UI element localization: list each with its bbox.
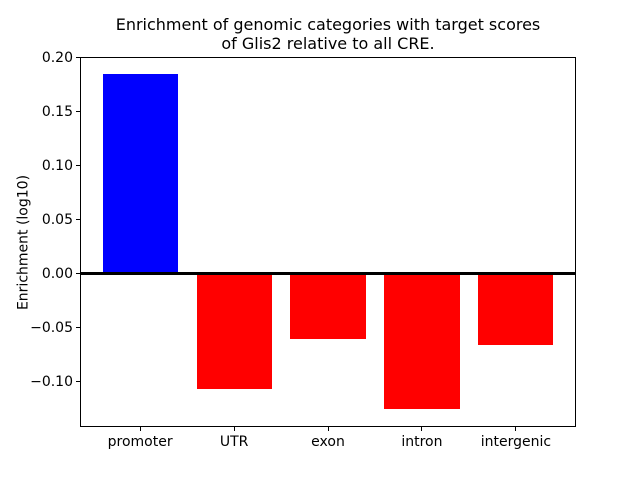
x-tick-label-intergenic: intergenic <box>480 434 552 450</box>
x-tick-mark <box>233 427 235 431</box>
x-tick-label-promoter: promoter <box>107 434 173 450</box>
y-tick-label: 0.05 <box>41 211 73 228</box>
x-tick-mark <box>327 427 329 431</box>
x-tick-label-exon: exon <box>311 434 345 450</box>
bar-exon <box>290 273 366 340</box>
y-tick-mark <box>76 219 80 221</box>
y-tick-mark <box>76 165 80 167</box>
y-tick-mark <box>76 327 80 329</box>
y-tick-label: 0.20 <box>41 49 73 66</box>
y-tick-label: 0.10 <box>41 157 73 174</box>
y-tick-label: −0.10 <box>30 373 73 390</box>
plot-area <box>80 57 576 427</box>
y-tick-mark <box>76 111 80 113</box>
bar-intron <box>384 273 460 409</box>
bar-promoter <box>102 73 178 274</box>
y-tick-label: −0.05 <box>30 319 73 336</box>
y-tick-mark <box>76 273 80 275</box>
bar-intergenic <box>478 273 554 345</box>
x-tick-mark <box>139 427 141 431</box>
x-tick-mark <box>515 427 517 431</box>
y-tick-mark <box>76 381 80 383</box>
y-tick-label: 0.00 <box>41 265 73 282</box>
chart-title-line-2: of Glis2 relative to all CRE. <box>221 34 435 53</box>
x-tick-mark <box>421 427 423 431</box>
x-tick-label-intron: intron <box>401 434 443 450</box>
zero-line <box>81 272 575 276</box>
y-tick-mark <box>76 57 80 58</box>
bar-UTR <box>196 273 272 390</box>
x-tick-label-UTR: UTR <box>219 434 249 450</box>
y-tick-label: 0.15 <box>41 103 73 120</box>
chart-title-line-1: Enrichment of genomic categories with ta… <box>115 15 541 34</box>
chart-title: Enrichment of genomic categories with ta… <box>80 15 576 53</box>
